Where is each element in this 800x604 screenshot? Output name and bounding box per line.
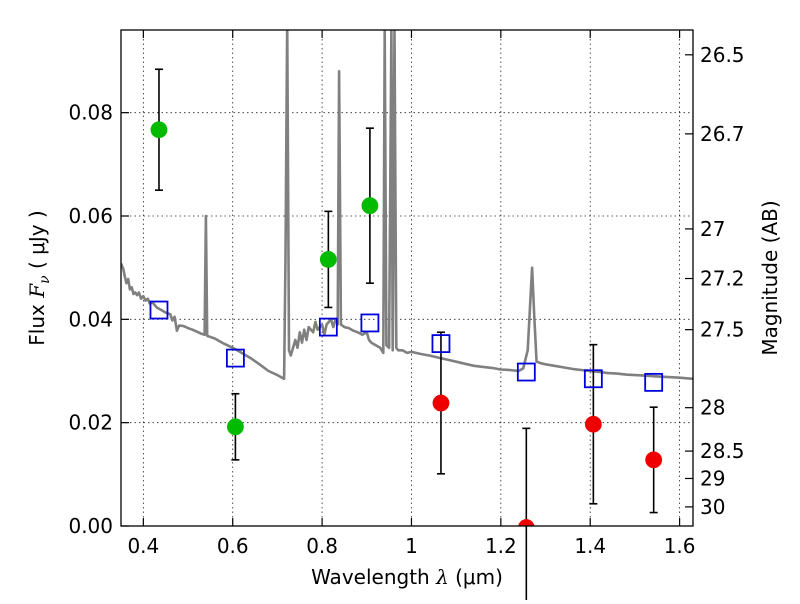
y2-tick-label: 27.2	[700, 267, 745, 291]
x-tick-label: 1.6	[664, 534, 696, 558]
model-flux-square	[149, 300, 169, 320]
tick-labels: 0.4 0.6 0.8 1 1.2 1.4 1.6 0.00 0.02 0.04 0.06 0.08 2…	[68, 43, 744, 558]
x-tick-label: 1.2	[485, 534, 517, 558]
y-tick-label: 0.08	[68, 101, 113, 125]
y2-tick-label: 26.5	[700, 43, 745, 67]
data-point-layer	[149, 121, 664, 526]
x-tick-label: 0.8	[306, 534, 338, 558]
x-tick-label: 0.4	[127, 534, 159, 558]
y2-tick-label: 29	[700, 466, 725, 490]
detection-point	[319, 250, 337, 268]
axes	[120, 29, 694, 527]
x-tick-label: 0.6	[217, 534, 249, 558]
model-flux-square	[516, 362, 536, 382]
nondetection-point	[518, 519, 535, 526]
nondetection-point	[432, 394, 450, 412]
nondetection-point	[645, 451, 663, 469]
y2-tick-label: 28	[700, 396, 725, 420]
model-flux-square	[583, 369, 603, 389]
x-tick-label: 1	[405, 534, 418, 558]
model-flux-square	[360, 313, 380, 333]
y-tick-label: 0.00	[68, 514, 113, 538]
detection-point	[361, 197, 379, 215]
y2-axis-title: Magnitude (AB)	[758, 200, 782, 355]
y2-tick-label: 30	[700, 495, 725, 519]
y2-tick-label: 27	[700, 217, 725, 241]
model-flux-square	[318, 317, 338, 337]
y-axis-title: Flux Fν ( μJy )	[25, 210, 53, 345]
y2-tick-label: 26.7	[700, 122, 745, 146]
model-flux-square	[431, 334, 451, 354]
y2-tick-label: 27.5	[700, 318, 745, 342]
x-tick-label: 1.4	[574, 534, 606, 558]
model-flux-square	[644, 372, 664, 392]
y-tick-label: 0.06	[68, 204, 113, 228]
detection-point	[150, 121, 168, 139]
y-tick-label: 0.02	[68, 411, 113, 435]
nondetection-point	[584, 415, 602, 433]
model-flux-square	[225, 348, 245, 368]
y2-tick-label: 28.5	[700, 439, 745, 463]
y-tick-label: 0.04	[68, 307, 113, 331]
detection-point	[226, 418, 244, 436]
x-axis-title: Wavelength λ (μm)	[311, 565, 503, 589]
